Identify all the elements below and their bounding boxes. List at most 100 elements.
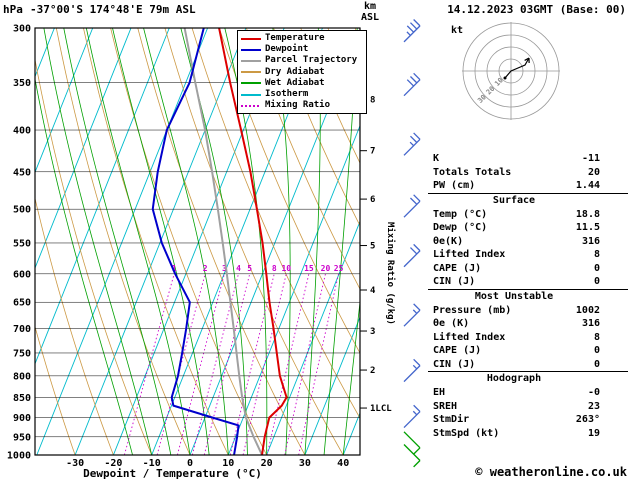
stats-section-header: Hodograph bbox=[428, 371, 628, 386]
stats-value: 8 bbox=[593, 331, 600, 343]
svg-text:500: 500 bbox=[13, 205, 31, 216]
legend-label: Parcel Trajectory bbox=[265, 55, 358, 66]
svg-text:5: 5 bbox=[370, 242, 375, 252]
stats-label: Temp (°C) bbox=[433, 208, 488, 220]
mixing-ratio-label: 4 bbox=[236, 264, 241, 273]
legend-swatch-dry_adiabat bbox=[241, 71, 261, 74]
stats-panel: K -11 Totals Totals 20 PW (cm) 1.44 Surface Tem… bbox=[428, 152, 628, 440]
stats-row: CIN (J) 0 bbox=[428, 275, 628, 289]
pressure-axis-labels: 300 350 400 450 500 550 600 650 700 750 800 850 900 9… bbox=[7, 24, 31, 462]
stats-row: K -11 bbox=[428, 152, 628, 166]
wind-barb bbox=[403, 243, 421, 268]
wind-barb bbox=[403, 303, 421, 327]
mixing-ratio-label: 20 bbox=[321, 264, 331, 273]
svg-text:6: 6 bbox=[370, 195, 375, 205]
datetime-label: 14.12.2023 03GMT (Base: 00) bbox=[447, 3, 626, 16]
stats-section-header: Most Unstable bbox=[428, 288, 628, 304]
svg-text:-30: -30 bbox=[66, 458, 84, 469]
svg-text:0: 0 bbox=[187, 458, 193, 469]
hodograph-ring-label: 30 bbox=[476, 93, 488, 105]
stats-row: Temp (°C) 18.8 bbox=[428, 208, 628, 222]
plot-border bbox=[34, 27, 361, 456]
stats-label: Pressure (mb) bbox=[433, 304, 512, 316]
stats-label: θe (K) bbox=[433, 318, 470, 329]
svg-text:350: 350 bbox=[13, 78, 31, 89]
legend-swatch-dewpoint bbox=[241, 48, 261, 51]
wind-barb bbox=[403, 404, 421, 429]
mixing-ratio-label: 25 bbox=[334, 264, 344, 273]
svg-text:550: 550 bbox=[13, 238, 31, 249]
stats-row: EH -0 bbox=[428, 386, 628, 400]
stats-label: Lifted Index bbox=[433, 331, 506, 343]
copyright-label: © weatheronline.co.uk bbox=[475, 465, 627, 479]
legend-item: Temperature bbox=[241, 33, 363, 44]
svg-text:4: 4 bbox=[370, 286, 376, 296]
stats-row: SREH 23 bbox=[428, 400, 628, 414]
temperature-trace bbox=[218, 28, 288, 455]
legend-label: Dry Adiabat bbox=[265, 66, 325, 77]
legend-item: Mixing Ratio bbox=[241, 100, 363, 111]
legend-swatch-wet_adiabat bbox=[241, 82, 261, 85]
svg-text:800: 800 bbox=[13, 371, 31, 382]
stats-row: Dewp (°C) 11.5 bbox=[428, 221, 628, 235]
stats-value: 19 bbox=[587, 427, 600, 439]
svg-text:40: 40 bbox=[337, 458, 349, 469]
pressure-axis-unit-label: hPa bbox=[3, 3, 23, 16]
wind-barbs bbox=[403, 19, 421, 468]
svg-text:450: 450 bbox=[13, 167, 31, 178]
legend-label: Dewpoint bbox=[265, 44, 309, 55]
dewpoint-trace bbox=[151, 28, 240, 455]
stats-row: CAPE (J) 0 bbox=[428, 262, 628, 276]
hodograph-origin-dot bbox=[503, 76, 507, 80]
legend-item: Parcel Trajectory bbox=[241, 55, 363, 66]
plot-area: 1 2 3 4 5 8 10 15 20 25 bbox=[35, 28, 360, 455]
stats-label: K bbox=[433, 153, 440, 164]
svg-text:10: 10 bbox=[222, 458, 234, 469]
wind-barb bbox=[403, 19, 421, 43]
stats-row: Lifted Index 8 bbox=[428, 331, 628, 345]
stats-row: StmSpd (kt) 19 bbox=[428, 427, 628, 441]
legend-label: Isotherm bbox=[265, 89, 309, 100]
temperature-axis-title: Dewpoint / Temperature (°C) bbox=[83, 467, 262, 480]
stats-value: 20 bbox=[587, 166, 600, 178]
svg-text:950: 950 bbox=[13, 432, 31, 443]
svg-text:2: 2 bbox=[370, 366, 375, 376]
stats-label: CAPE (J) bbox=[433, 262, 482, 274]
wind-barb bbox=[403, 194, 421, 218]
mixing-ratio-label: 3 bbox=[222, 264, 227, 273]
stats-value: 1002 bbox=[575, 304, 600, 316]
svg-text:7: 7 bbox=[370, 147, 375, 157]
stats-value: -0 bbox=[587, 387, 600, 398]
hodograph-trace bbox=[504, 57, 530, 79]
stats-row: θe(K) 316 bbox=[428, 235, 628, 249]
stats-label: EH bbox=[433, 387, 446, 398]
legend-label: Wet Adiabat bbox=[265, 77, 325, 88]
mixing-ratio-label: 2 bbox=[203, 264, 208, 273]
stats-value: 0 bbox=[593, 262, 600, 274]
legend-item: Wet Adiabat bbox=[241, 78, 363, 89]
stats-label: StmSpd (kt) bbox=[433, 427, 500, 439]
stats-value: 316 bbox=[581, 235, 600, 247]
stats-label: StmDir bbox=[433, 414, 470, 425]
hodograph-ring-label: 10 bbox=[493, 76, 505, 88]
wind-barb bbox=[403, 132, 421, 156]
svg-text:900: 900 bbox=[13, 413, 31, 424]
stats-label: Dewp (°C) bbox=[433, 222, 488, 233]
station-title: -37°00'S 174°48'E 79m ASL bbox=[30, 3, 196, 16]
stats-value: 1.44 bbox=[575, 180, 600, 191]
wind-barb bbox=[403, 431, 421, 455]
mixing-ratio-label: 1 bbox=[172, 264, 177, 273]
stats-value: 11.5 bbox=[575, 222, 600, 233]
svg-text:750: 750 bbox=[13, 348, 31, 359]
legend-item: Dry Adiabat bbox=[241, 67, 363, 78]
stats-value: 0 bbox=[593, 276, 600, 287]
svg-text:300: 300 bbox=[13, 24, 31, 35]
stats-value: 23 bbox=[587, 400, 600, 412]
mixing-ratio-label: 5 bbox=[247, 264, 252, 273]
mixing-ratio-lines: 1 2 3 4 5 8 10 15 20 25 bbox=[123, 264, 344, 455]
svg-text:-10: -10 bbox=[143, 458, 161, 469]
stats-value: 0 bbox=[593, 358, 600, 370]
legend-label: Mixing Ratio bbox=[265, 100, 331, 111]
